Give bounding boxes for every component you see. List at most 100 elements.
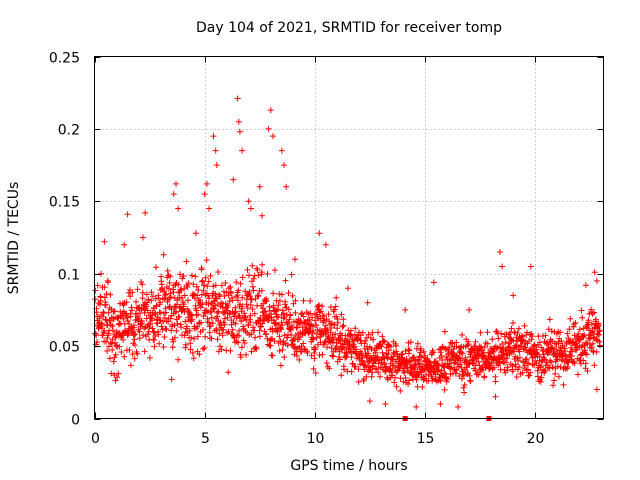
data-point	[246, 272, 252, 279]
data-point	[194, 323, 201, 330]
data-point	[375, 369, 382, 376]
data-point	[124, 314, 131, 321]
data-point	[239, 294, 246, 301]
data-point	[116, 343, 123, 350]
data-point	[344, 285, 351, 292]
data-point	[537, 363, 544, 370]
data-point	[578, 307, 585, 314]
data-point	[459, 331, 466, 338]
data-point	[237, 354, 244, 361]
data-point	[472, 367, 479, 374]
data-point	[198, 265, 205, 271]
data-point	[308, 352, 315, 359]
data-point	[513, 374, 520, 380]
data-point	[185, 280, 192, 287]
data-point	[527, 263, 534, 270]
data-point	[548, 359, 555, 366]
data-point	[458, 364, 465, 371]
data-point	[534, 373, 541, 380]
data-point	[212, 302, 219, 309]
data-point	[160, 344, 167, 350]
data-point	[134, 350, 141, 357]
data-point	[133, 298, 139, 305]
data-point	[208, 300, 214, 307]
data-point	[140, 234, 146, 241]
data-point	[362, 338, 369, 344]
data-point	[369, 369, 376, 376]
data-point	[203, 257, 210, 264]
data-point	[205, 278, 212, 285]
data-point	[558, 338, 565, 344]
data-point	[516, 354, 523, 361]
data-point	[208, 308, 215, 315]
data-point	[437, 377, 444, 384]
data-point	[235, 333, 242, 339]
data-point	[104, 277, 111, 284]
data-point	[338, 372, 345, 379]
data-point	[355, 332, 361, 339]
data-point	[567, 315, 574, 322]
data-point	[202, 274, 209, 281]
data-point	[359, 353, 366, 359]
x-axis-label: GPS time / hours	[290, 458, 407, 474]
data-point	[333, 294, 340, 301]
data-point	[121, 353, 128, 360]
data-point	[492, 378, 499, 385]
data-point	[108, 340, 115, 347]
data-point	[236, 327, 243, 334]
data-point	[170, 191, 177, 198]
data-point	[109, 346, 116, 353]
data-point	[496, 360, 503, 367]
data-point	[365, 350, 372, 357]
data-point	[109, 327, 116, 334]
data-point	[275, 302, 282, 309]
data-point	[129, 289, 136, 296]
data-point	[562, 348, 568, 355]
data-point	[525, 360, 532, 367]
data-point	[161, 334, 168, 340]
data-point	[102, 316, 109, 323]
data-point	[267, 107, 274, 114]
y-tick-label: 0.05	[49, 340, 80, 356]
data-point	[236, 128, 243, 135]
data-point	[256, 333, 263, 340]
x-tick-label: 5	[201, 431, 210, 447]
data-point	[250, 287, 257, 294]
data-point	[186, 327, 193, 334]
data-point	[503, 359, 509, 366]
data-point	[279, 346, 286, 353]
data-point	[504, 364, 511, 371]
data-point	[235, 339, 242, 346]
data-point	[147, 321, 154, 327]
data-point	[287, 312, 294, 319]
data-point	[101, 284, 108, 291]
data-point	[202, 333, 209, 340]
data-point	[368, 345, 375, 352]
data-point	[181, 292, 188, 299]
data-point	[484, 340, 491, 347]
data-point	[139, 281, 146, 288]
y-tick-label: 0.15	[49, 195, 80, 211]
data-point	[214, 313, 221, 320]
data-point	[192, 273, 199, 280]
data-point	[193, 283, 200, 290]
data-point	[414, 340, 421, 347]
data-point	[576, 326, 583, 333]
data-point	[467, 378, 474, 385]
data-point	[160, 251, 167, 258]
data-point	[201, 282, 208, 289]
data-point	[128, 307, 135, 314]
data-point	[293, 324, 300, 331]
data-point	[323, 360, 330, 366]
data-point	[460, 372, 467, 379]
y-tick-label: 0.2	[58, 123, 80, 139]
data-point	[399, 351, 406, 358]
data-point	[139, 295, 146, 302]
data-point	[170, 289, 177, 296]
data-point	[338, 311, 345, 318]
data-point	[382, 401, 389, 407]
data-point	[187, 340, 194, 347]
data-point	[444, 376, 451, 382]
data-point	[593, 386, 600, 393]
data-point	[517, 343, 524, 350]
